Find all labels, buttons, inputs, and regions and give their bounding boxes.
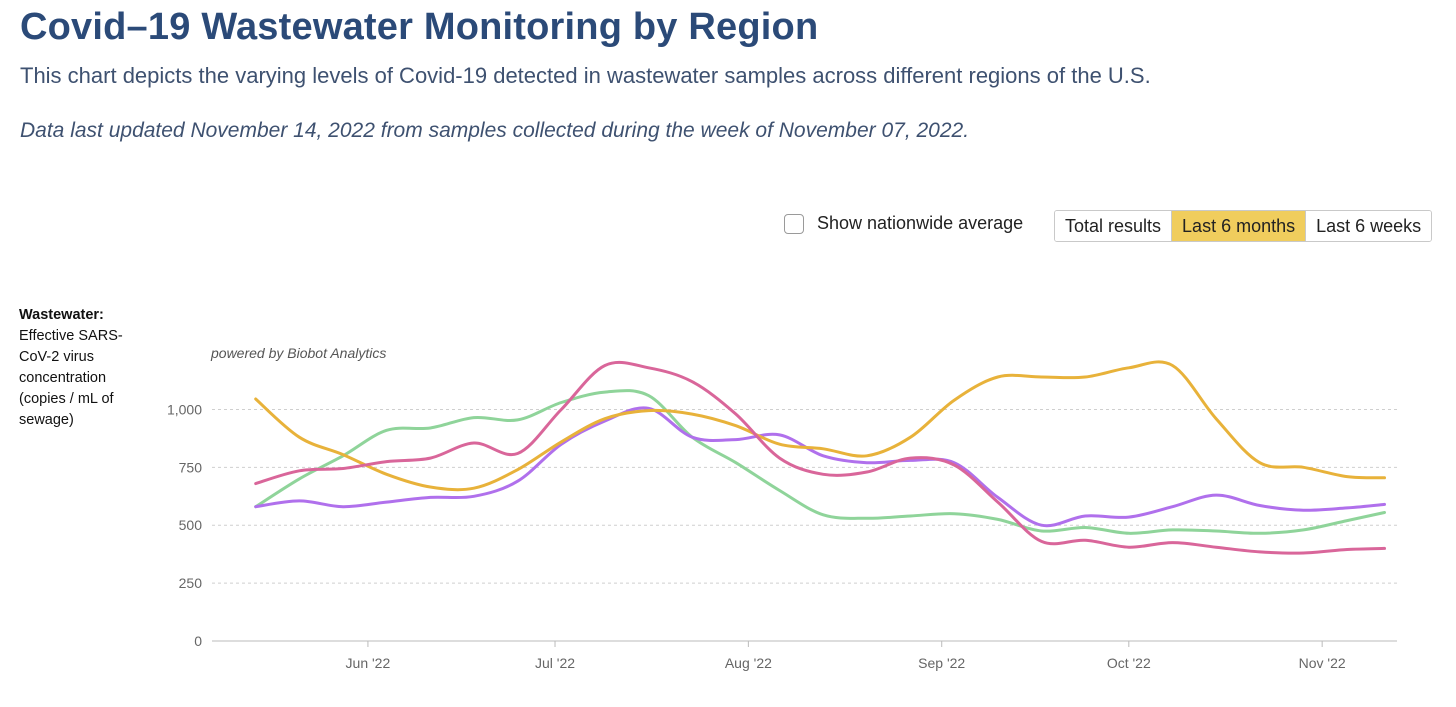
- y-tick-label: 0: [194, 633, 202, 649]
- series-line-3: [254, 389, 1386, 535]
- page-title: Covid–19 Wastewater Monitoring by Region: [20, 6, 819, 48]
- y-axis-title-text: Effective SARS-CoV-2 virus concentration…: [19, 328, 123, 428]
- page-subtitle: This chart depicts the varying levels of…: [20, 63, 1151, 88]
- nationwide-average-toggle[interactable]: Show nationwide average: [784, 213, 1023, 234]
- range-total-results-button[interactable]: Total results: [1055, 211, 1172, 241]
- x-tick-label: Aug '22: [725, 655, 772, 671]
- y-tick-label: 750: [179, 459, 203, 475]
- x-tick-label: Jul '22: [535, 655, 575, 671]
- nationwide-average-label: Show nationwide average: [817, 213, 1024, 233]
- y-tick-label: 250: [179, 575, 203, 591]
- x-tick-label: Nov '22: [1299, 655, 1346, 671]
- range-last-6-weeks-button[interactable]: Last 6 weeks: [1305, 211, 1432, 241]
- chart-credit: powered by Biobot Analytics: [211, 345, 387, 361]
- series-line-4: [254, 406, 1386, 528]
- y-axis-title-bold: Wastewater:: [19, 307, 104, 323]
- range-last-6-months-button[interactable]: Last 6 months: [1171, 211, 1306, 241]
- y-tick-label: 1,000: [167, 401, 202, 417]
- y-tick-label: 500: [179, 517, 203, 533]
- x-tick-label: Jun '22: [346, 655, 391, 671]
- y-axis-title: Wastewater: Effective SARS-CoV-2 virus c…: [19, 305, 139, 431]
- x-tick-label: Sep '22: [918, 655, 965, 671]
- series-line-2: [254, 360, 1386, 555]
- time-range-selector: Total results Last 6 months Last 6 weeks: [1054, 210, 1433, 242]
- x-tick-label: Oct '22: [1107, 655, 1151, 671]
- last-updated-note: Data last updated November 14, 2022 from…: [20, 119, 970, 142]
- nationwide-average-checkbox[interactable]: [784, 213, 804, 234]
- series-line-1: [254, 360, 1386, 492]
